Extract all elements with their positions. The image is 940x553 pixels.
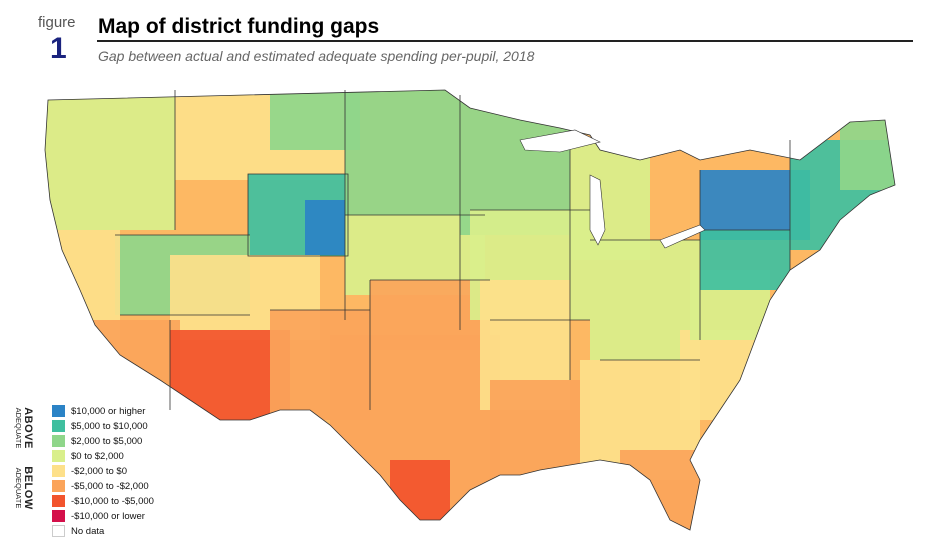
legend-label: -$10,000 to -$5,000 [71, 495, 154, 507]
us-district-map [44, 89, 896, 531]
legend-swatch [52, 450, 65, 462]
title-rule [97, 40, 913, 42]
legend-item: -$10,000 to -$5,000 [52, 494, 154, 508]
legend-swatch [52, 510, 65, 522]
legend-swatch [52, 435, 65, 447]
legend-item: -$5,000 to -$2,000 [52, 479, 149, 493]
legend-label: -$5,000 to -$2,000 [71, 480, 149, 492]
legend-item: $10,000 or higher [52, 404, 145, 418]
legend-label: $0 to $2,000 [71, 450, 124, 462]
region-wyoming-east [305, 200, 345, 255]
legend-swatch [52, 405, 65, 417]
region-pacific-northwest [45, 90, 175, 230]
legend-above-adequate: ABOVE ADEQUATE [14, 398, 34, 458]
legend-label: -$10,000 or lower [71, 510, 145, 522]
legend-swatch [52, 420, 65, 432]
legend-above-sub: ADEQUATE [14, 407, 23, 449]
region-dakotas [345, 90, 460, 215]
legend-below-main: BELOW [22, 466, 34, 510]
region-california-south [80, 320, 180, 400]
map-title: Map of district funding gaps [98, 15, 380, 38]
lake-superior [519, 129, 601, 153]
region-pennsylvania [700, 230, 790, 290]
legend-item: No data [52, 524, 104, 538]
legend-above-main: ABOVE [22, 407, 34, 449]
legend-swatch [52, 495, 65, 507]
legend-swatch [52, 525, 65, 537]
legend-label: No data [71, 525, 105, 537]
region-texas-south [390, 460, 450, 520]
region-florida [620, 450, 710, 530]
legend-label: $2,000 to $5,000 [71, 435, 143, 447]
lake-michigan [589, 174, 606, 246]
region-carolinas [680, 330, 770, 420]
legend-label: $5,000 to $10,000 [71, 420, 148, 432]
legend-label: $10,000 or higher [71, 405, 146, 417]
legend-swatch [52, 480, 65, 492]
legend-label: -$2,000 to $0 [71, 465, 127, 477]
map-legend: ABOVE ADEQUATE BELOW ADEQUATE $10,000 or… [10, 398, 210, 543]
legend-swatch [52, 465, 65, 477]
legend-item: -$10,000 or lower [52, 509, 145, 523]
map-subtitle: Gap between actual and estimated adequat… [98, 48, 535, 64]
state-borders [115, 90, 791, 410]
legend-item: $5,000 to $10,000 [52, 419, 148, 433]
region-maine [840, 120, 895, 190]
legend-item: -$2,000 to $0 [52, 464, 127, 478]
legend-below-adequate: BELOW ADEQUATE [14, 458, 34, 518]
lake-erie [659, 224, 706, 249]
figure-number: 1 [50, 32, 67, 65]
us-outline [44, 89, 896, 531]
figure-word: figure [38, 14, 76, 31]
legend-item: $0 to $2,000 [52, 449, 124, 463]
region-louisiana-mississippi [490, 380, 590, 490]
legend-item: $2,000 to $5,000 [52, 434, 142, 448]
